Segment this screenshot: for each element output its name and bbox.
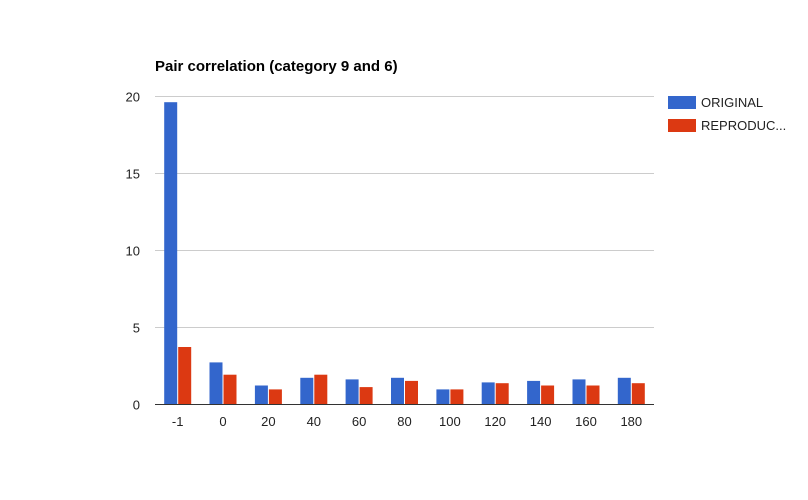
- bars: [164, 102, 645, 404]
- y-axis-ticks: 0 5 10 15 20: [126, 90, 140, 413]
- y-tick-label: 10: [126, 244, 140, 259]
- x-tick-label: 60: [352, 414, 366, 429]
- bar-reproduced[interactable]: [495, 383, 509, 404]
- legend-label: REPRODUC...: [701, 118, 786, 133]
- bar-original[interactable]: [572, 379, 586, 404]
- bar-original[interactable]: [481, 382, 495, 404]
- legend-swatch: [668, 119, 696, 132]
- bar-original[interactable]: [209, 362, 223, 404]
- x-tick-label: -1: [172, 414, 184, 429]
- legend-swatch: [668, 96, 696, 109]
- bar-reproduced[interactable]: [450, 389, 464, 404]
- bar-reproduced[interactable]: [359, 387, 373, 404]
- bar-reproduced[interactable]: [586, 385, 600, 405]
- bar-original[interactable]: [300, 377, 314, 404]
- x-tick-label: 180: [620, 414, 642, 429]
- bar-reproduced[interactable]: [223, 374, 237, 404]
- bar-original[interactable]: [527, 380, 541, 404]
- bar-reproduced[interactable]: [631, 383, 645, 404]
- legend: ORIGINAL REPRODUC...: [668, 95, 786, 133]
- x-tick-label: 0: [219, 414, 226, 429]
- bar-original[interactable]: [436, 389, 450, 404]
- x-tick-label: 80: [397, 414, 411, 429]
- x-tick-label: 160: [575, 414, 597, 429]
- legend-label: ORIGINAL: [701, 95, 763, 110]
- bar-reproduced[interactable]: [178, 347, 192, 404]
- y-tick-label: 15: [126, 167, 140, 182]
- bar-original[interactable]: [345, 379, 359, 404]
- bar-reproduced[interactable]: [314, 374, 328, 404]
- gridlines: [155, 96, 654, 328]
- bar-original[interactable]: [164, 102, 178, 404]
- x-tick-label: 40: [307, 414, 321, 429]
- bar-reproduced[interactable]: [541, 385, 555, 405]
- y-tick-label: 0: [133, 398, 140, 413]
- chart-title: Pair correlation (category 9 and 6): [155, 58, 398, 75]
- bar-reproduced[interactable]: [268, 389, 282, 404]
- x-tick-label: 140: [530, 414, 552, 429]
- bar-reproduced[interactable]: [405, 380, 418, 404]
- bar-original[interactable]: [254, 385, 268, 405]
- y-tick-label: 20: [126, 90, 140, 105]
- x-tick-label: 100: [439, 414, 461, 429]
- x-tick-label: 120: [484, 414, 506, 429]
- x-axis-ticks: -1 0 20 40 60 80 100 120 140 160 180: [172, 414, 642, 429]
- bar-original[interactable]: [391, 377, 404, 404]
- bar-original[interactable]: [617, 377, 631, 404]
- y-tick-label: 5: [133, 321, 140, 336]
- x-tick-label: 20: [261, 414, 275, 429]
